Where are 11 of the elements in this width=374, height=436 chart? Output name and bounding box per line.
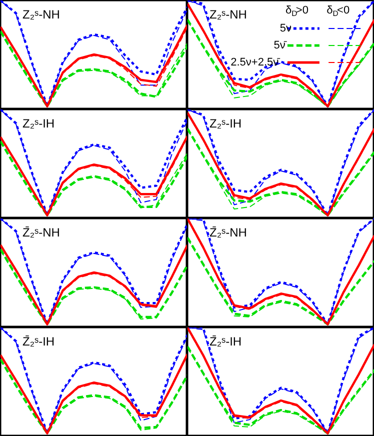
text: Z₂ˢ-IH xyxy=(210,116,242,130)
legend-label: 5ν̄ xyxy=(274,40,288,52)
text: Z̄₂ˢ-IH xyxy=(22,334,55,348)
text: Z₂ˢ-NH xyxy=(210,8,247,22)
legend-label: 5ν xyxy=(280,22,292,34)
text: Z₂ˢ-IH xyxy=(22,116,55,130)
text: Z̄₂ˢ-IH xyxy=(210,334,242,348)
text: Z̄₂ˢ-NH xyxy=(22,226,60,240)
text: Z̄₂ˢ-NH xyxy=(210,226,247,240)
text: Z₂ˢ-NH xyxy=(22,8,60,22)
legend-label: 2.5ν+2.5ν̄ xyxy=(230,56,281,68)
